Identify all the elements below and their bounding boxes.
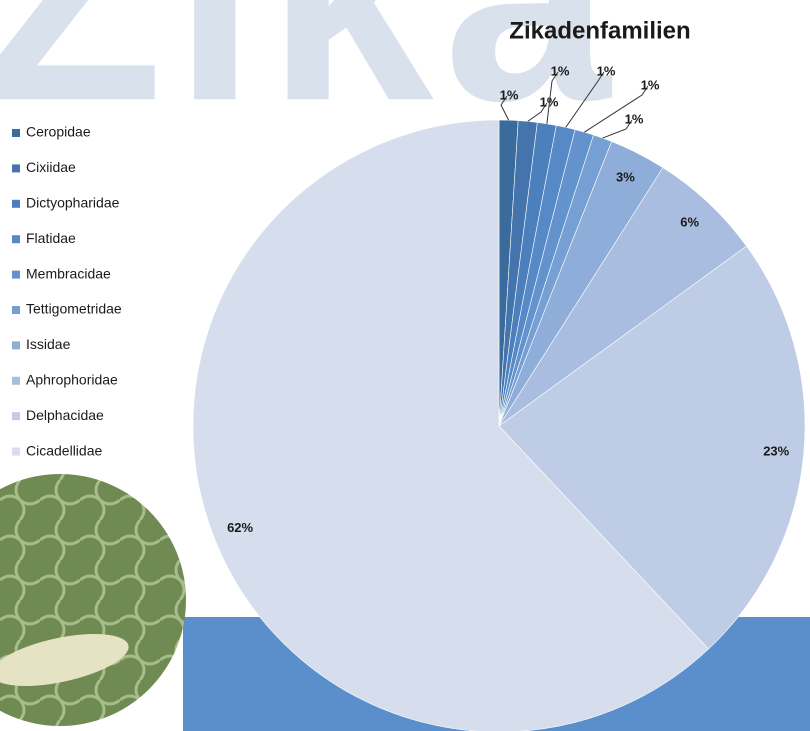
legend-label: Tettigometridae: [26, 301, 122, 317]
legend-swatch: [12, 164, 20, 172]
legend-swatch: [12, 271, 20, 279]
legend-label: Cicadellidae: [26, 442, 102, 458]
legend-label: Dictyopharidae: [26, 195, 120, 211]
legend-label: Flatidae: [26, 230, 76, 246]
legend-label: Delphacidae: [26, 407, 104, 423]
data-label: 1%: [551, 63, 570, 78]
legend-label: Ceropidae: [26, 124, 91, 140]
page: Zika Zikadenfamilien 1%1%1%1%1%1%3%6%23%…: [0, 0, 810, 731]
legend-swatch: [12, 412, 20, 420]
legend-swatch: [12, 341, 20, 349]
legend-label: Cixiidae: [26, 159, 76, 175]
data-label: 62%: [227, 520, 253, 535]
photo: [0, 470, 190, 730]
data-label: 23%: [763, 444, 789, 459]
legend-swatch: [12, 235, 20, 243]
data-label: 6%: [680, 214, 699, 229]
chart: Zika Zikadenfamilien 1%1%1%1%1%1%3%6%23%…: [0, 0, 810, 731]
legend-swatch: [12, 377, 20, 385]
legend-swatch: [12, 448, 20, 456]
data-label: 1%: [597, 63, 616, 78]
data-label: 1%: [625, 111, 644, 126]
legend-swatch: [12, 200, 20, 208]
data-label: 3%: [616, 169, 635, 184]
legend-label: Aphrophoridae: [26, 372, 118, 388]
legend-label: Issidae: [26, 336, 71, 352]
legend-label: Membracidae: [26, 265, 111, 281]
legend-swatch: [12, 306, 20, 314]
data-label: 1%: [500, 87, 519, 102]
chart-title: Zikadenfamilien: [509, 17, 690, 44]
legend-swatch: [12, 129, 20, 137]
data-label: 1%: [641, 77, 660, 92]
